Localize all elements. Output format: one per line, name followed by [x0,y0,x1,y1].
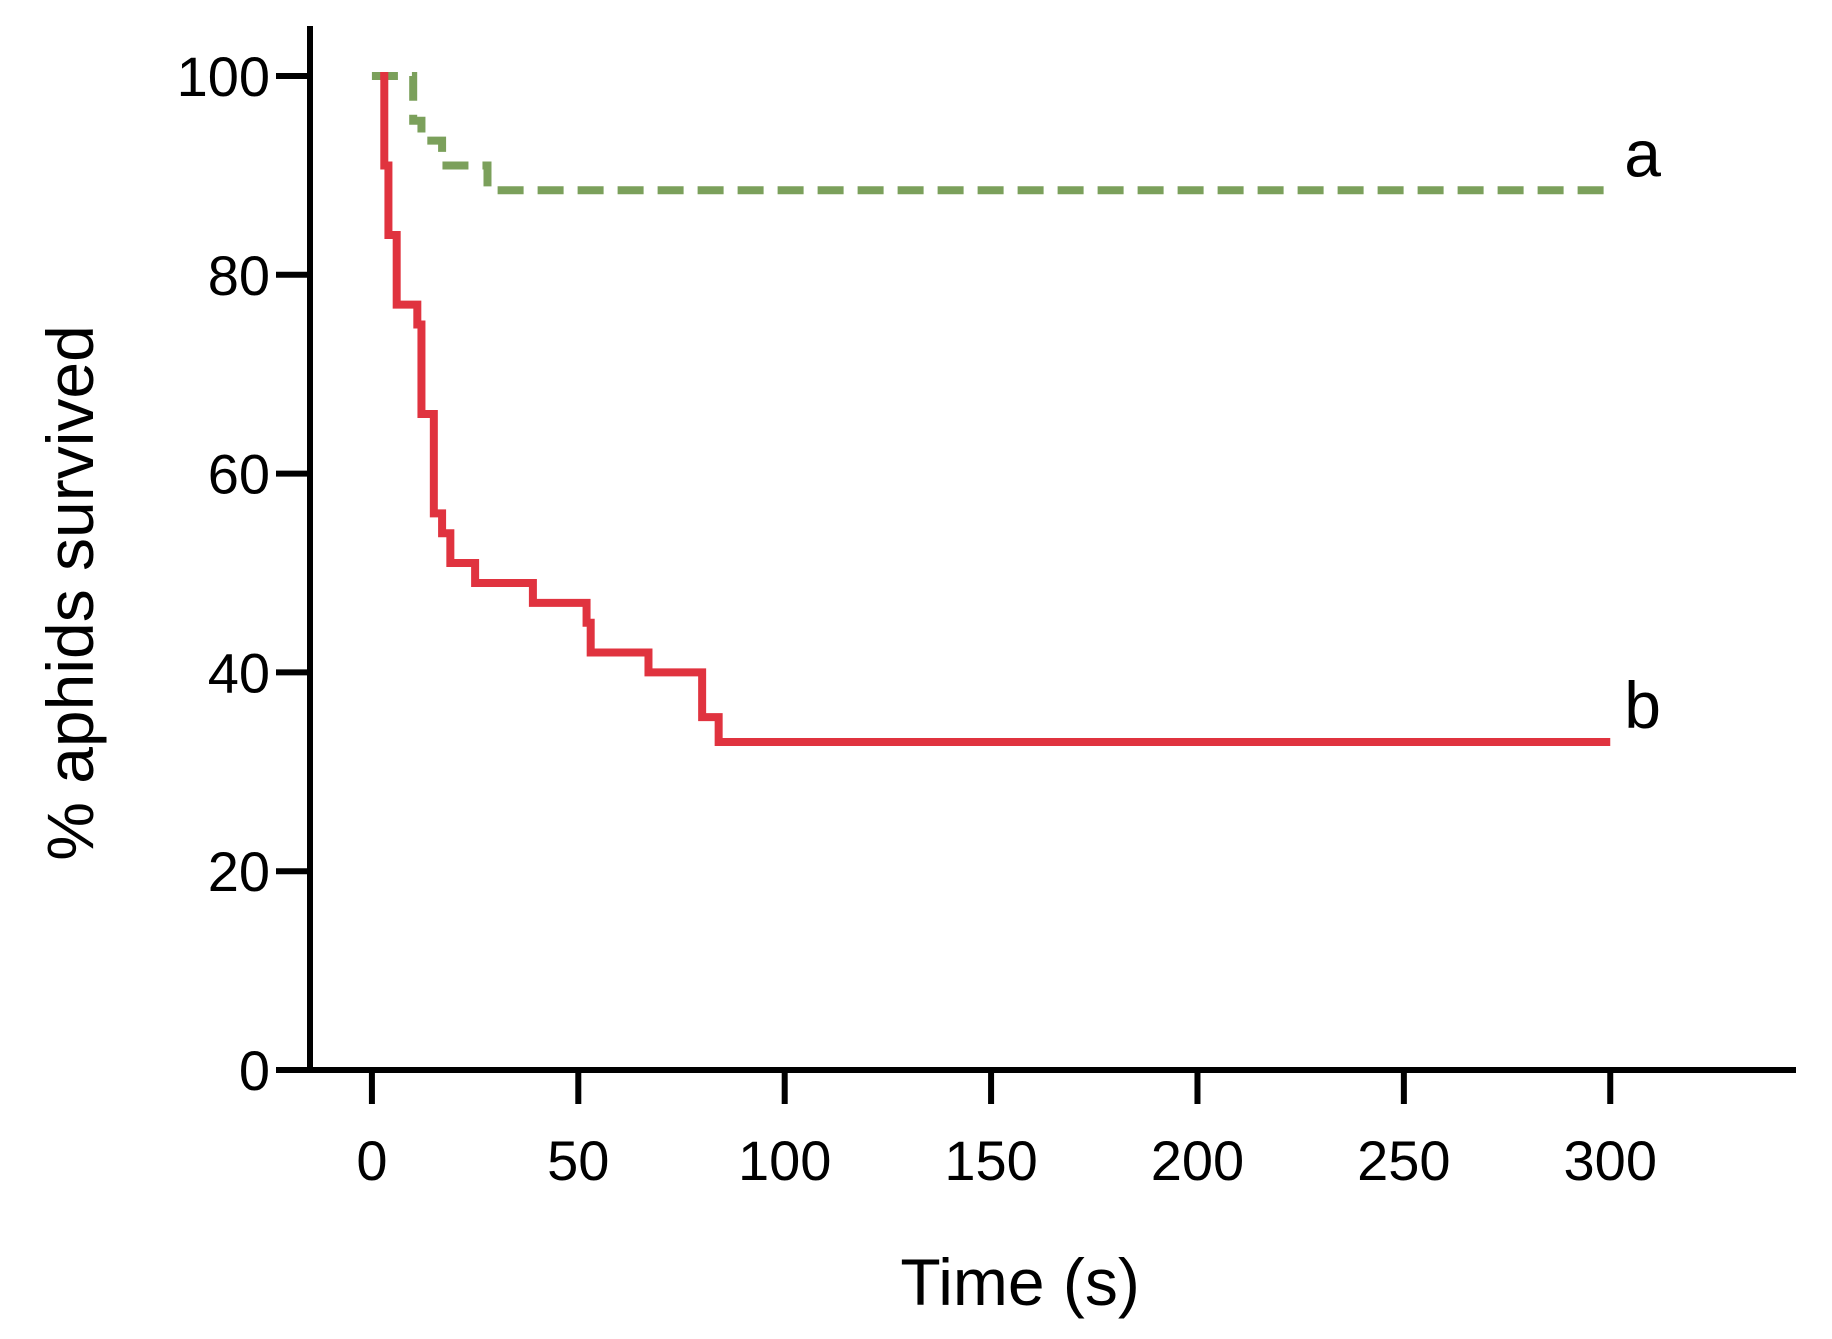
series-layer: ab [371,72,1661,746]
series-label-b: b [1624,668,1661,742]
x-tick-label: 150 [944,1129,1037,1192]
x-axis-title: Time (s) [900,1245,1140,1319]
axes-layer: 0 20 40 60 80 100 0 50 100 150 200 250 300 [177,26,1796,1192]
y-tick-label: 40 [208,641,270,704]
y-tick-label: 80 [208,244,270,307]
x-tick-label: 300 [1564,1129,1657,1192]
x-tick-label: 0 [356,1129,387,1192]
series-line-b [380,72,1611,746]
y-tick-label: 0 [239,1039,270,1102]
series-label-a: a [1624,116,1661,190]
x-tick-label: 200 [1151,1129,1244,1192]
y-tick-label: 60 [208,443,270,506]
x-tick-label: 250 [1357,1129,1450,1192]
y-tick-label: 20 [208,840,270,903]
y-axis-title: % aphids survived [33,325,107,861]
x-tick-label: 100 [738,1129,831,1192]
series-line-a [371,72,1611,195]
x-tick-label: 50 [547,1129,609,1192]
y-tick-label: 100 [177,45,270,108]
